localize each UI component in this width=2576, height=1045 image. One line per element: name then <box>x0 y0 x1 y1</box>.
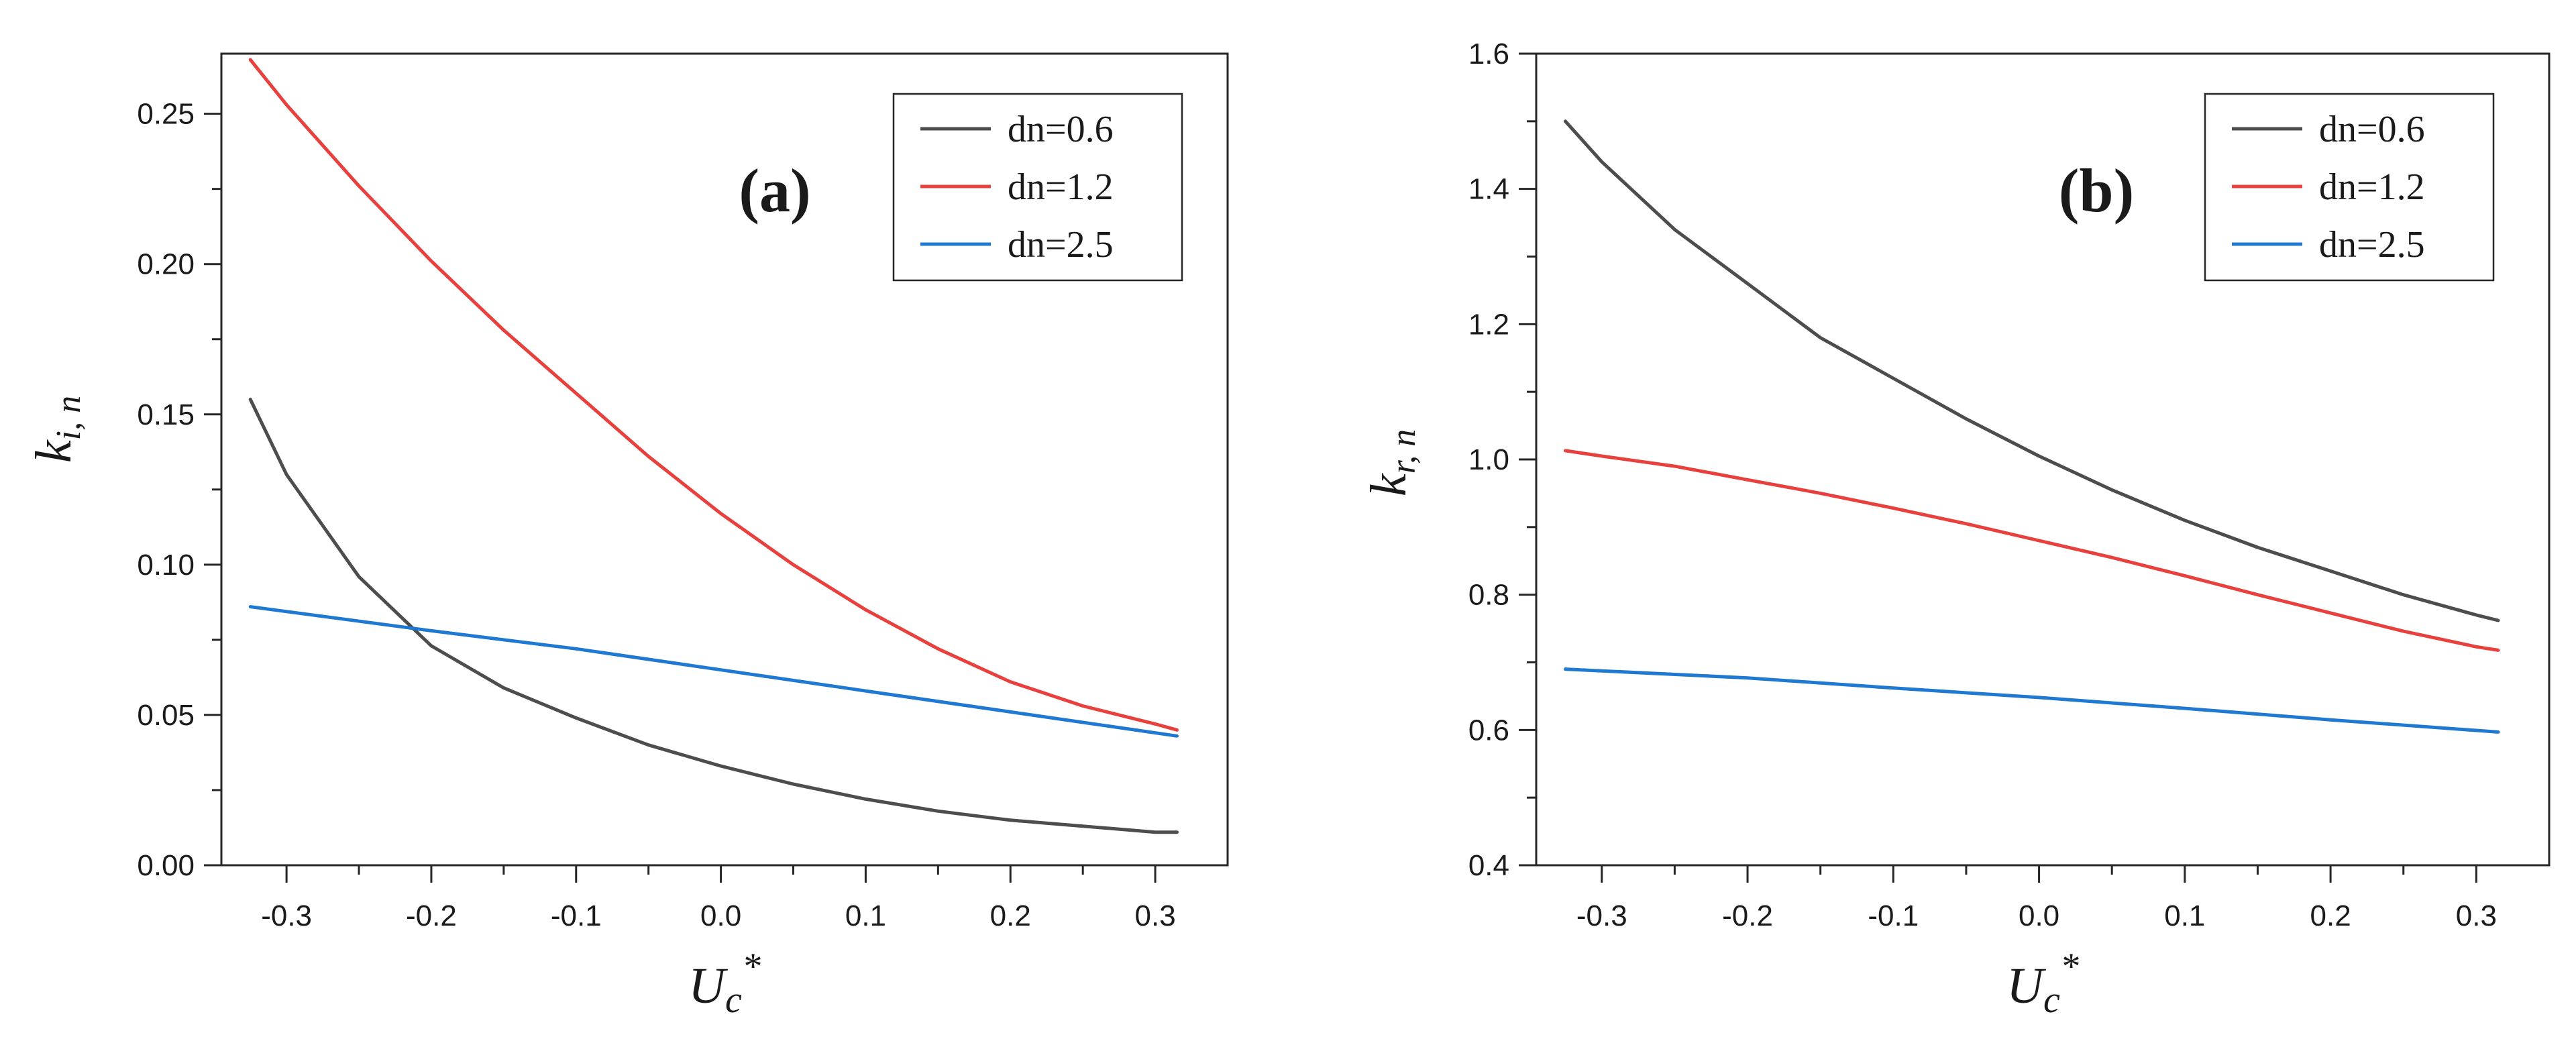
y-tick-label-a: 0.00 <box>137 849 195 882</box>
x-axis-label-a: Uc* <box>688 946 761 1021</box>
series-line-b-dn-1-2 <box>1564 449 2500 652</box>
x-axis-label-b: Uc* <box>2006 946 2079 1021</box>
y-tick-label-a: 0.20 <box>137 248 195 281</box>
y-tick-label-b: 0.8 <box>1468 579 1509 612</box>
x-tick-label-b: 0.2 <box>2310 899 2351 932</box>
x-tick-label-a: 0.0 <box>700 899 741 932</box>
y-tick-label-b: 1.0 <box>1468 443 1509 476</box>
legend-b: dn=0.6 dn=1.2 dn=2.5 <box>2204 93 2495 282</box>
y-axis-label-a: ki, n <box>25 396 88 463</box>
y-tick-label-b: 1.4 <box>1468 173 1509 206</box>
x-tick-label-b: -0.1 <box>1868 899 1919 932</box>
series-line-a-dn-1-2 <box>248 58 1179 732</box>
y-tick-label-a: 0.10 <box>137 549 195 582</box>
panel-b: -0.3 -0.2 -0.1 0.0 0.1 0.2 0.3 0.4 0.6 0.8 1.0 1.2 1… <box>1360 38 2551 1021</box>
y-tick-label-a: 0.05 <box>137 699 195 732</box>
legend-label-b: dn=1.2 <box>2319 166 2425 208</box>
plot-frame-a <box>220 52 1229 867</box>
panel-label-b: (b) <box>2059 156 2134 225</box>
x-tick-label-a: -0.2 <box>406 899 457 932</box>
y-tick-label-b: 1.2 <box>1468 308 1509 341</box>
x-tick-label-b: 0.3 <box>2456 899 2497 932</box>
legend-label-a: dn=2.5 <box>1008 224 1114 266</box>
legend-label-b: dn=2.5 <box>2319 224 2425 266</box>
x-tick-label-a: 0.1 <box>845 899 886 932</box>
y-tick-label-b: 0.6 <box>1468 714 1509 747</box>
y-tick-label-b: 0.4 <box>1468 849 1509 882</box>
y-axis-label-b: kr, n <box>1360 429 1423 496</box>
legend-label-b: dn=0.6 <box>2319 109 2425 150</box>
x-tick-label-a: 0.3 <box>1135 899 1176 932</box>
series-line-a-dn-0-6 <box>248 397 1179 834</box>
x-tick-label-a: -0.3 <box>261 899 312 932</box>
x-tick-label-b: -0.2 <box>1722 899 1773 932</box>
y-tick-label-b: 1.6 <box>1468 38 1509 70</box>
series-line-a-dn-2-5 <box>248 605 1179 738</box>
legend-label-a: dn=1.2 <box>1008 166 1114 208</box>
x-tick-label-b: 0.1 <box>2164 899 2205 932</box>
legend-a: dn=0.6 dn=1.2 dn=2.5 <box>892 93 1183 282</box>
x-tick-label-b: 0.0 <box>2019 899 2059 932</box>
series-line-b-dn-0-6 <box>1564 119 2500 622</box>
panel-label-a: (a) <box>739 156 810 225</box>
legend-label-a: dn=0.6 <box>1008 109 1114 150</box>
series-line-b-dn-2-5 <box>1564 667 2500 734</box>
panel-a: -0.3 -0.2 -0.1 0.0 0.1 0.2 0.3 0.00 0.05 0.10 0.15… <box>25 52 1229 1021</box>
x-tick-label-b: -0.3 <box>1576 899 1627 932</box>
x-tick-label-a: 0.2 <box>990 899 1031 932</box>
y-tick-label-a: 0.25 <box>137 98 195 131</box>
x-tick-label-a: -0.1 <box>551 899 602 932</box>
y-tick-label-a: 0.15 <box>137 398 195 431</box>
